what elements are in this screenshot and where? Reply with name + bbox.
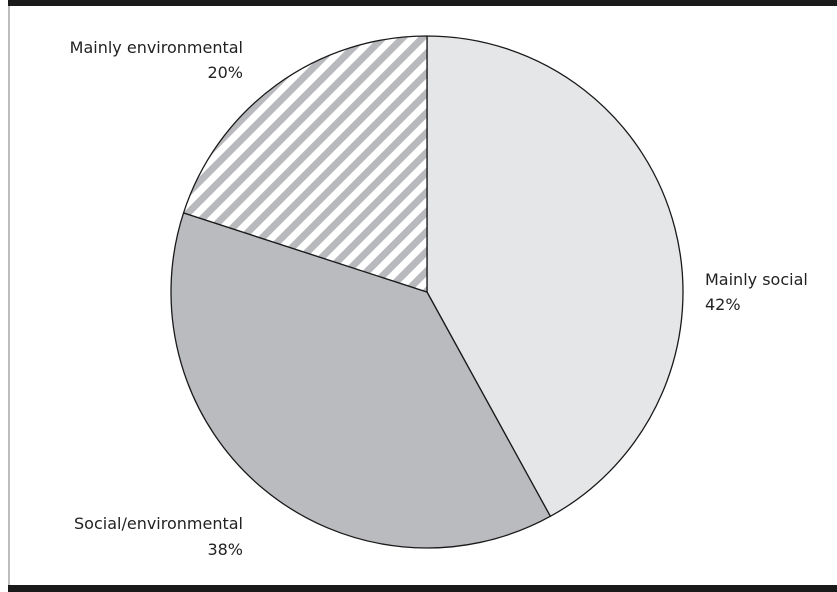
pie-slices (170, 35, 684, 549)
pie-slice-mainly-environmental (182, 35, 428, 293)
slice-value-label-mainly-environmental: 20% (207, 63, 243, 82)
slice-name-label-mainly-environmental: Mainly environmental (70, 38, 243, 57)
left-rule (8, 6, 10, 585)
slice-value-label-social-environmental: 38% (207, 540, 243, 559)
slice-name-label-mainly-social: Mainly social (705, 270, 808, 289)
pie-slice-social-environmental (170, 212, 551, 549)
bottom-rule (8, 585, 837, 592)
pie-slice-mainly-social (426, 35, 684, 517)
slice-name-label-social-environmental: Social/environmental (74, 514, 243, 533)
pie-labels: Mainly environmental 20% Mainly social 4… (70, 38, 808, 559)
slice-value-label-mainly-social: 42% (705, 295, 741, 314)
top-rule (8, 0, 837, 6)
